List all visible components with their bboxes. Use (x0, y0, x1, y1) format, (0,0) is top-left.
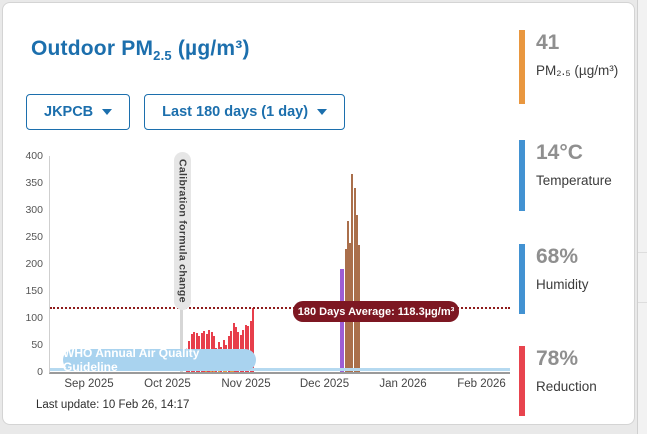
stat-card-temperature: 14°C Temperature (519, 140, 635, 211)
stat-card-pm25: 41 PM₂.₅ (µg/m³) (519, 30, 635, 104)
pm-chart-card: Outdoor PM2.5 (µg/m³) JKPCB Last 180 day… (2, 2, 635, 425)
y-tick-label: 0 (37, 366, 43, 378)
y-tick-label: 250 (25, 231, 43, 243)
bar-pm25-daily-red (244, 325, 247, 372)
stat-card-humidity: 68% Humidity (519, 244, 635, 314)
who-guideline-line (50, 368, 510, 371)
stats-panel: 41 PM₂.₅ (µg/m³) 14°C Temperature 68% Humidit… (519, 3, 635, 424)
stat-label: PM₂.₅ (µg/m³) (536, 63, 619, 79)
filter-bar: JKPCB Last 180 days (1 day) (26, 94, 346, 130)
average-label-badge: 180 Days Average: 118.3µg/m³ (293, 301, 459, 322)
bar-pm25-episode-brown (353, 187, 356, 372)
x-tick-label: Oct 2025 (144, 378, 191, 390)
average-line (50, 307, 510, 309)
title-suffix: (µg/m³) (171, 37, 250, 60)
pm-bar-chart (49, 156, 510, 374)
station-dropdown-label: JKPCB (44, 104, 94, 120)
stat-label: Reduction (536, 379, 597, 395)
calibration-annotation: Calibration formula change (174, 152, 191, 310)
chevron-down-icon (102, 109, 113, 115)
stat-label: Temperature (536, 173, 612, 189)
x-tick-label: Dec 2025 (299, 378, 350, 390)
stat-accent-bar (519, 244, 525, 314)
page-title: Outdoor PM2.5 (µg/m³) (31, 37, 250, 63)
divider (638, 252, 647, 253)
x-tick-label: Sep 2025 (64, 378, 114, 390)
y-tick-label: 200 (25, 258, 43, 270)
bar-pm25-daily-red (252, 308, 255, 372)
x-tick-label: Feb 2026 (457, 378, 506, 390)
stat-value: 41 (536, 31, 560, 54)
calibration-marker-line (180, 303, 183, 372)
divider (638, 302, 647, 303)
y-tick-label: 50 (31, 339, 43, 351)
y-tick-label: 300 (25, 204, 43, 216)
adjacent-panel-edge (637, 0, 647, 434)
bar-pm25-daily-red (232, 323, 235, 372)
date-range-dropdown-label: Last 180 days (1 day) (162, 104, 309, 120)
stat-accent-bar (519, 346, 525, 416)
x-tick-label: Nov 2025 (221, 378, 271, 390)
bar-pm25-daily-red (249, 320, 252, 372)
stat-value: 14°C (536, 141, 583, 164)
bar-pm25-episode-brown (356, 214, 358, 372)
station-dropdown[interactable]: JKPCB (26, 94, 131, 130)
y-tick-label: 150 (25, 285, 43, 297)
bar-pm25-episode-brown (346, 221, 349, 372)
stat-value: 68% (536, 245, 579, 268)
stat-accent-bar (519, 30, 525, 104)
date-range-dropdown[interactable]: Last 180 days (1 day) (144, 94, 346, 130)
y-tick-label: 400 (25, 150, 43, 162)
stat-label: Humidity (536, 277, 589, 293)
y-tick-label: 350 (25, 177, 43, 189)
title-prefix: Outdoor PM (31, 37, 154, 60)
last-update-text: Last update: 10 Feb 26, 14:17 (36, 399, 190, 411)
bar-pm25-episode-brown (351, 174, 354, 372)
chevron-down-icon (317, 109, 328, 115)
stat-value: 78% (536, 347, 579, 370)
y-tick-label: 100 (25, 312, 43, 324)
stat-card-reduction: 78% Reduction (519, 346, 635, 416)
x-tick-label: Jan 2026 (379, 378, 427, 390)
title-subscript: 2.5 (153, 48, 172, 64)
stat-accent-bar (519, 140, 525, 211)
who-guideline-label: WHO Annual Air Quality Guideline (63, 346, 256, 374)
